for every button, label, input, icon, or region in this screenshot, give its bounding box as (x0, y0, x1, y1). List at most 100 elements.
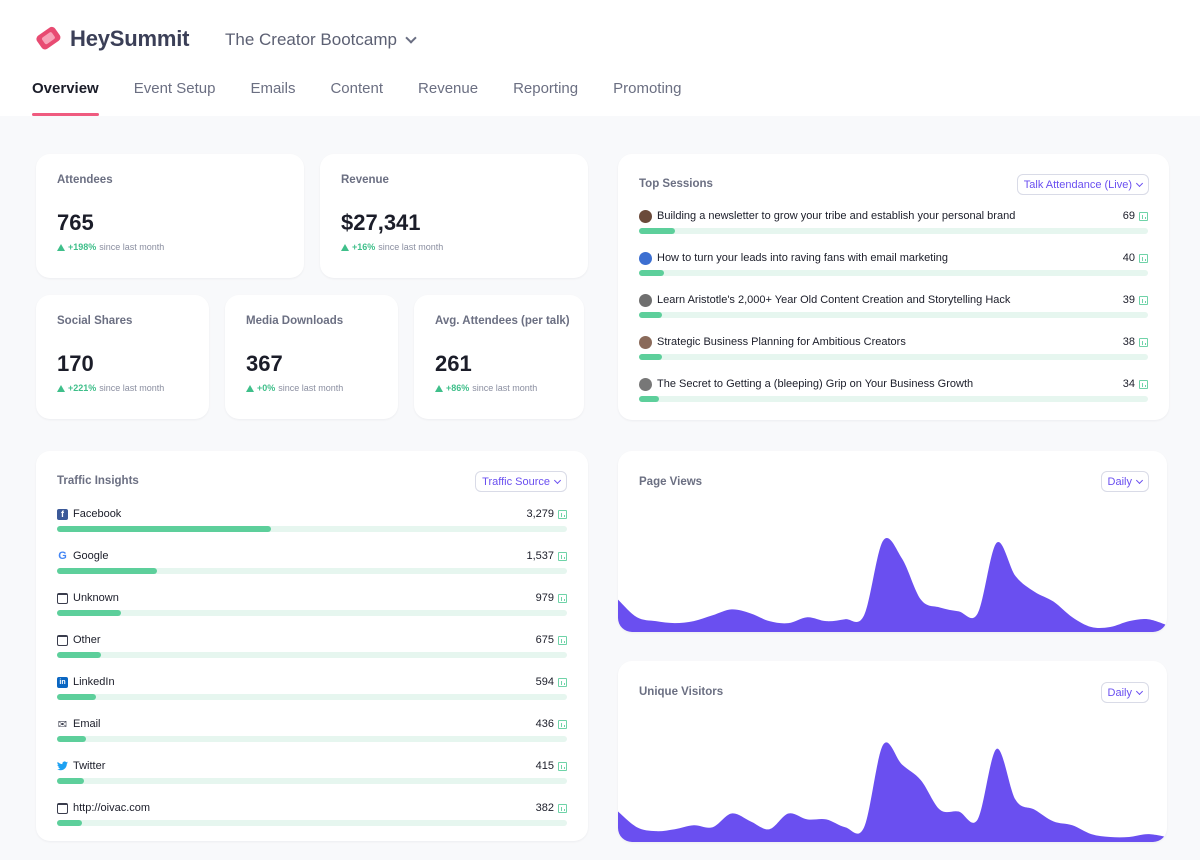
progress-track (639, 312, 1148, 318)
browser-window-icon (57, 592, 68, 604)
delta-since: since last month (378, 242, 444, 252)
stat-delta: +0% since last month (246, 383, 343, 393)
session-row[interactable]: The Secret to Getting a (bleeping) Grip … (639, 376, 1148, 402)
chart-icon[interactable] (558, 803, 567, 813)
progress-fill (57, 820, 82, 826)
chart-icon[interactable] (558, 635, 567, 645)
heysummit-logo-icon (36, 26, 61, 50)
stat-delta: +198% since last month (57, 242, 164, 252)
progress-fill (57, 526, 272, 532)
stat-delta: +86% since last month (435, 383, 537, 393)
source-label: http://oivac.com (73, 802, 151, 814)
browser-window-icon (57, 802, 68, 814)
progress-track (639, 270, 1148, 276)
source-count: 436 (535, 718, 554, 730)
session-title: The Secret to Getting a (bleeping) Grip … (657, 378, 974, 390)
source-label: Facebook (73, 508, 122, 520)
session-row[interactable]: Strategic Business Planning for Ambitiou… (639, 334, 1148, 360)
area-series (618, 742, 1167, 842)
chart-icon[interactable] (1139, 295, 1148, 305)
chart-icon[interactable] (1139, 379, 1148, 389)
traffic-row[interactable]: http://oivac.com 382 (57, 800, 567, 826)
progress-track (639, 228, 1148, 234)
page-views-period-dropdown[interactable]: Daily (1100, 471, 1149, 492)
card-title: Traffic Insights (57, 475, 139, 487)
chart-icon[interactable] (558, 593, 567, 603)
chart-icon[interactable] (558, 761, 567, 771)
session-row[interactable]: Building a newsletter to grow your tribe… (639, 208, 1148, 234)
google-icon: G (58, 550, 67, 562)
traffic-row[interactable]: G Google 1,537 (57, 548, 567, 574)
stat-card-revenue: Revenue $27,341 +16% since last month (320, 154, 588, 278)
chevron-down-icon (553, 476, 562, 484)
event-selector[interactable]: The Creator Bootcamp (225, 30, 417, 50)
traffic-row[interactable]: in LinkedIn 594 (57, 674, 567, 700)
page-views-area-chart (618, 538, 1167, 632)
progress-fill (639, 312, 662, 318)
speaker-avatar (639, 335, 652, 349)
traffic-row[interactable]: Unknown 979 (57, 590, 567, 616)
session-title: Building a newsletter to grow your tribe… (657, 210, 1016, 222)
main-tabs: Overview Event Setup Emails Content Reve… (32, 80, 716, 116)
session-row[interactable]: Learn Aristotle's 2,000+ Year Old Conten… (639, 292, 1148, 318)
progress-fill (639, 354, 662, 360)
tab-content[interactable]: Content (330, 80, 384, 97)
chart-icon[interactable] (558, 719, 567, 729)
card-title: Top Sessions (639, 178, 713, 190)
talk-attendance-dropdown[interactable]: Talk Attendance (Live) (1016, 174, 1149, 195)
speaker-avatar (639, 251, 652, 265)
linkedin-icon: in (57, 676, 68, 688)
dropdown-label: Talk Attendance (Live) (1023, 178, 1132, 191)
tab-promoting[interactable]: Promoting (613, 80, 682, 97)
traffic-source-dropdown[interactable]: Traffic Source (475, 471, 567, 492)
event-name: The Creator Bootcamp (225, 30, 397, 49)
arrow-up-icon (57, 384, 65, 392)
chevron-down-icon (1135, 687, 1144, 695)
chart-icon[interactable] (1139, 211, 1148, 221)
chart-icon[interactable] (1139, 253, 1148, 263)
session-count: 69 (1122, 210, 1135, 222)
stat-value: 170 (57, 351, 94, 376)
source-count: 1,537 (526, 550, 554, 562)
arrow-up-icon (57, 243, 65, 251)
tab-revenue[interactable]: Revenue (418, 80, 479, 97)
tab-reporting[interactable]: Reporting (513, 80, 579, 97)
browser-window-icon (57, 634, 68, 646)
chart-icon[interactable] (558, 551, 567, 561)
dropdown-label: Daily (1107, 686, 1132, 699)
delta-percent: +86% (446, 383, 470, 393)
speaker-avatar (639, 209, 652, 223)
chart-icon[interactable] (558, 677, 567, 687)
stat-label: Revenue (341, 174, 389, 186)
card-title: Unique Visitors (639, 686, 724, 698)
progress-track (57, 526, 567, 532)
unique-visitors-period-dropdown[interactable]: Daily (1100, 682, 1149, 703)
delta-percent: +198% (68, 242, 97, 252)
brand-logo[interactable]: HeySummit (34, 24, 189, 54)
stat-label: Media Downloads (246, 315, 344, 327)
chart-icon[interactable] (558, 509, 567, 519)
session-count: 38 (1122, 336, 1135, 348)
tab-emails[interactable]: Emails (250, 80, 296, 97)
tab-overview[interactable]: Overview (32, 80, 99, 116)
chevron-down-icon (1135, 179, 1144, 187)
top-header: HeySummit The Creator Bootcamp Overview … (0, 0, 1200, 116)
tab-event-setup[interactable]: Event Setup (133, 80, 216, 97)
session-count: 39 (1122, 294, 1135, 306)
stat-value: $27,341 (341, 210, 421, 235)
progress-track (57, 736, 567, 742)
traffic-row[interactable]: ✉ Email 436 (57, 716, 567, 742)
delta-since: since last month (99, 242, 165, 252)
delta-since: since last month (278, 383, 344, 393)
facebook-icon: f (57, 508, 68, 520)
session-title: Learn Aristotle's 2,000+ Year Old Conten… (657, 294, 1011, 306)
session-row[interactable]: How to turn your leads into raving fans … (639, 250, 1148, 276)
source-count: 675 (535, 634, 554, 646)
traffic-row[interactable]: Other 675 (57, 632, 567, 658)
progress-track (57, 694, 567, 700)
source-count: 979 (535, 592, 554, 604)
traffic-row[interactable]: Twitter 415 (57, 758, 567, 784)
mail-icon: ✉ (57, 718, 68, 731)
traffic-row[interactable]: f Facebook 3,279 (57, 506, 567, 532)
chart-icon[interactable] (1139, 337, 1148, 347)
